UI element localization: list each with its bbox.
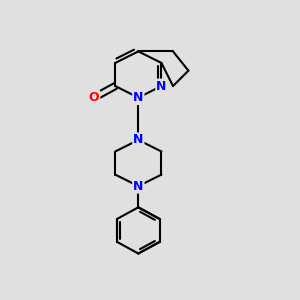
Text: N: N: [133, 91, 143, 104]
Text: O: O: [89, 91, 99, 104]
Text: N: N: [133, 134, 143, 146]
Text: N: N: [133, 180, 143, 193]
Text: N: N: [156, 80, 167, 92]
